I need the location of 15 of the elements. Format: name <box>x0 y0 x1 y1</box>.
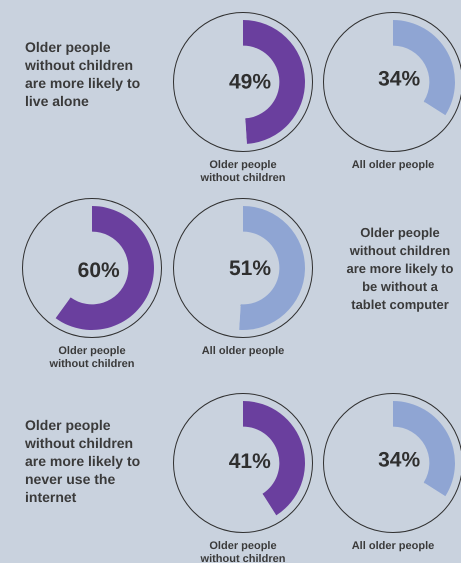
text: Older people without children are more likely to live alone <box>25 38 142 110</box>
text: Older people without children are more likely to be without a tablet computer <box>346 224 454 314</box>
text: All older people <box>200 345 286 358</box>
text: Older people without children <box>200 540 286 563</box>
data-label: 34% <box>378 448 420 472</box>
text: Older people without children are more likely to never use the internet <box>25 416 142 506</box>
text: All older people <box>350 540 436 553</box>
data-label: 34% <box>378 67 420 90</box>
data-label: 49% <box>228 70 272 94</box>
text: All older people <box>350 159 436 172</box>
text: Older people without children <box>48 345 136 371</box>
data-label: 41% <box>228 450 272 473</box>
text: Older people without children <box>200 159 286 185</box>
data-label: 51% <box>228 257 272 280</box>
data-label: 60% <box>78 258 120 282</box>
